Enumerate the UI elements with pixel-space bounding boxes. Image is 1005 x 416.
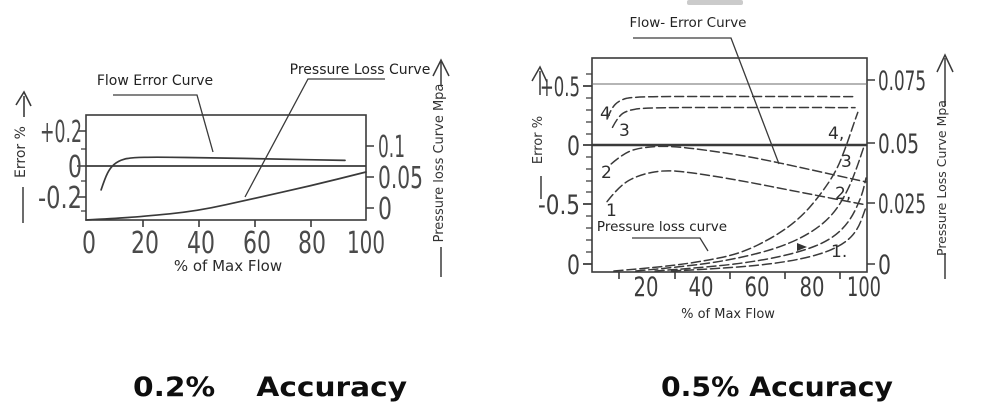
- pressure-loss-curve-label: Pressure Loss Curve: [290, 62, 431, 78]
- error-curve-1: [606, 170, 867, 206]
- right-chart-yleft-tick-zero-bottom: 0: [567, 250, 580, 281]
- right-chart-yright-tick-0025: 0.025: [878, 189, 926, 220]
- left-chart-xtick-60: 60: [243, 226, 271, 261]
- right-chart-yright-tick-0075: 0.075: [878, 66, 926, 97]
- pressure-loss-curve-leader-line: [632, 237, 709, 252]
- right-chart-xtick-20: 20: [634, 272, 659, 303]
- flow-error-curve-group-label: Flow- Error Curve: [629, 15, 746, 31]
- right-chart-yleft-tick-plus05: +0.5: [540, 72, 580, 103]
- flow-error-curve-leader-line: [633, 37, 780, 165]
- up-arrow-head-icon: [936, 53, 954, 73]
- left-chart-xtick-80: 80: [298, 226, 326, 261]
- right-chart-caption: 0.5% Accuracy: [661, 372, 893, 403]
- left-chart-yright-tick-01: 0.1: [378, 130, 405, 165]
- left-chart-yright-tick-0: 0: [378, 192, 392, 227]
- error-curve-4: [606, 95, 856, 120]
- error-curve-2-label: 2: [601, 163, 612, 183]
- pressure-curve-1: [670, 206, 867, 272]
- pressure-curve-3-label: 3: [841, 152, 852, 172]
- right-chart-yleft-axis-title: Error %: [531, 116, 546, 164]
- left-chart-yright-axis-title: Pressure loss Curve Mpa: [432, 84, 447, 243]
- error-curve-3-label: 3: [619, 121, 630, 141]
- right-chart-yright-tick-0: 0: [878, 250, 891, 281]
- left-chart-yright-ticks: [366, 145, 374, 209]
- pressure-curve-2: [654, 177, 867, 272]
- pressure-loss-curve-group-label: Pressure loss curve: [597, 219, 727, 235]
- up-arrow-head-icon: [531, 65, 548, 83]
- cropped-artifact-smudge: [687, 0, 743, 5]
- right-chart-yright-axis-title: Pressure Loss Curve Mpa: [934, 100, 949, 256]
- right-chart-xtick-80: 80: [800, 272, 825, 303]
- left-chart-x-axis-title: % of Max Flow: [174, 257, 282, 275]
- up-arrow-head-icon: [15, 90, 32, 107]
- left-chart-yleft-tick-minus02: -0.2: [38, 181, 82, 216]
- right-chart-x-axis-title: % of Max Flow: [681, 307, 775, 322]
- right-chart-yleft-minor-ticks: [586, 73, 592, 253]
- right-chart-plot-box: [591, 57, 868, 273]
- pressure-loss-curve: [85, 171, 367, 221]
- left-chart-xtick-100: 100: [347, 226, 385, 261]
- right-chart-yright-tick-005: 0.05: [878, 129, 919, 160]
- left-chart-yleft-major-ticks: [77, 130, 86, 198]
- error-curve-4-label: 4: [600, 104, 611, 124]
- left-chart-yleft-minor-ticks: [81, 148, 86, 212]
- right-chart-xtick-100: 100: [847, 272, 881, 303]
- right-chart-x-ticks: [618, 272, 841, 279]
- pressure-curve-1-label: 1.: [831, 242, 847, 262]
- pressure-loss-curve-leader-line: [244, 78, 385, 198]
- left-chart-caption: 0.2% Accuracy: [133, 372, 407, 403]
- pressure-curve-4: [613, 111, 859, 272]
- pressure-curve-1-arrowhead-icon: [797, 243, 807, 251]
- right-chart-xtick-40: 40: [689, 272, 714, 303]
- left-chart: +0.2 0 -0.2 0.1 0.05 0 0 20 40 60 80 100…: [13, 58, 450, 277]
- error-curve-3: [611, 106, 856, 129]
- flow-error-curve-leader-line: [113, 94, 214, 153]
- pressure-curve-4-label: 4,: [828, 124, 844, 144]
- left-chart-xtick-20: 20: [131, 226, 159, 261]
- error-curve-2: [610, 145, 867, 183]
- right-chart-yleft-major-ticks: [583, 85, 592, 265]
- left-chart-xtick-40: 40: [187, 226, 215, 261]
- left-chart-yright-tick-005: 0.05: [378, 161, 423, 196]
- right-chart-yright-ticks: [867, 79, 875, 265]
- right-chart-yleft-tick-minus05: -0.5: [538, 190, 580, 221]
- right-chart-yleft-tick-zero: 0: [567, 131, 580, 162]
- up-arrow-head-icon: [432, 58, 450, 77]
- flow-error-curve: [100, 156, 346, 191]
- left-chart-yleft-tick-zero: 0: [68, 150, 82, 185]
- error-curve-1-label: 1: [606, 201, 617, 221]
- left-chart-plot-box: [85, 114, 367, 221]
- right-chart-xtick-60: 60: [745, 272, 770, 303]
- left-chart-xtick-0: 0: [82, 226, 96, 261]
- left-chart-yleft-tick-plus02: +0.2: [40, 115, 82, 150]
- left-chart-yleft-axis-title: Error %: [13, 126, 29, 178]
- pressure-curve-3: [635, 145, 865, 272]
- right-chart: +0.5 0 -0.5 0 0.075 0.05 0.025 0 20 40 6…: [531, 0, 954, 322]
- flow-error-curve-label: Flow Error Curve: [97, 73, 213, 89]
- left-chart-x-ticks: [142, 220, 312, 227]
